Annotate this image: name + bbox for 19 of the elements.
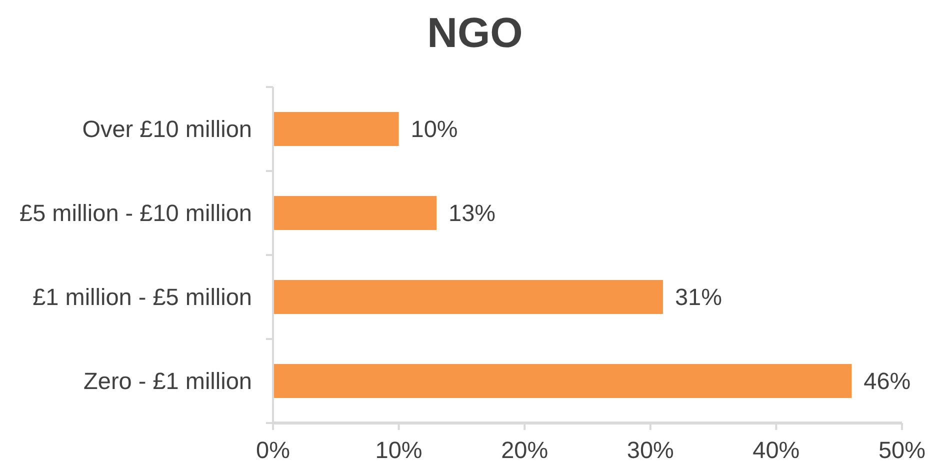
bar [273,364,852,398]
chart-title: NGO [427,9,523,56]
x-tick-label: 10% [375,437,422,463]
y-tick-label: £1 million - £5 million [32,284,252,310]
x-tick-label: 20% [501,437,548,463]
bar [273,196,437,230]
y-tick-label: £5 million - £10 million [20,200,252,226]
x-tick-label: 30% [626,437,674,463]
data-label: 46% [864,368,911,394]
x-tick-label: 0% [256,437,290,463]
data-label: 10% [410,116,458,142]
bar [273,112,399,146]
x-tick-label: 50% [878,437,926,463]
x-tick-label: 40% [752,437,800,463]
data-label: 31% [674,284,722,310]
y-tick-label: Zero - £1 million [84,368,252,394]
bar [273,280,663,314]
data-label: 13% [448,200,496,226]
y-tick-label: Over £10 million [82,116,252,142]
